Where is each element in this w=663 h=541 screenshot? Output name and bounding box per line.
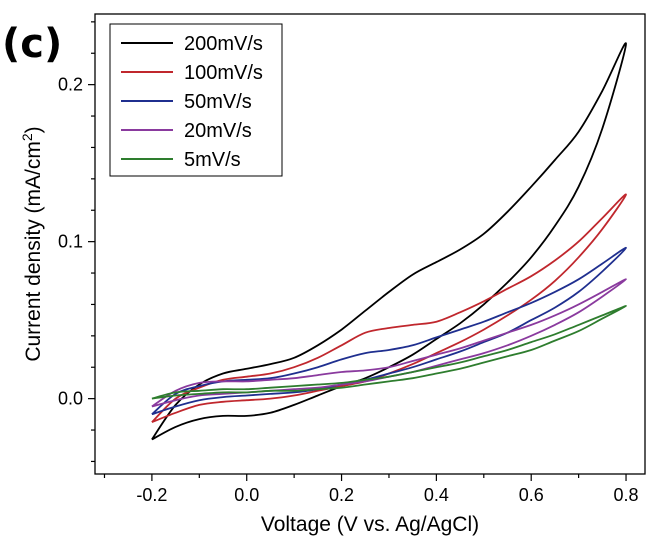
y-axis-title: Current density (mA/cm2) (19, 126, 45, 361)
x-axis-title: Voltage (V vs. Ag/AgCl) (261, 513, 479, 536)
x-tick-label: -0.2 (136, 485, 167, 505)
y-axis-title-main: Current density (mA/cm (22, 141, 45, 362)
legend-label-0: 200mV/s (184, 33, 263, 55)
curves-layer (151, 42, 627, 441)
legend-label-1: 100mV/s (184, 62, 263, 84)
y-axis-title-end: ) (22, 126, 45, 133)
legend-label-4: 5mV/s (184, 149, 241, 171)
y-tick-label: 0.2 (58, 75, 83, 95)
legend-label-3: 20mV/s (184, 120, 252, 142)
x-tick-label: 0.6 (519, 485, 544, 505)
series-line-3 (151, 278, 627, 408)
x-tick-label: 0.2 (329, 485, 354, 505)
x-tick-label: 0.4 (424, 485, 449, 505)
plot-frame (94, 13, 646, 475)
series-line-0 (151, 42, 627, 441)
legend-label-2: 50mV/s (184, 91, 252, 113)
x-axis: -0.2 0.0 0.2 0.4 0.6 0.8 (103, 474, 639, 505)
series-line-1 (151, 193, 627, 424)
y-axis-title-superscript: 2 (19, 133, 35, 141)
y-tick-label: 0.0 (58, 389, 83, 409)
y-tick-label: 0.1 (58, 232, 83, 252)
y-axis: 0.0 0.1 0.2 (58, 21, 95, 463)
x-tick-label: 0.8 (614, 485, 639, 505)
panel-label: (c) (2, 21, 62, 67)
series-line-4 (151, 305, 627, 400)
legend: 200mV/s 100mV/s 50mV/s 20mV/s 5mV/s (109, 23, 283, 177)
x-tick-label: 0.0 (234, 485, 259, 505)
